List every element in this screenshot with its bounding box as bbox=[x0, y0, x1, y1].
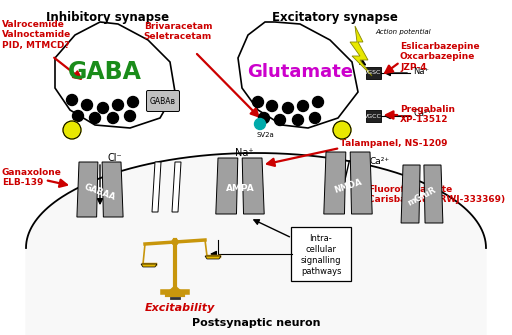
Circle shape bbox=[124, 111, 136, 122]
Text: Talampanel, NS-1209: Talampanel, NS-1209 bbox=[340, 139, 447, 148]
Text: Ganaxolone
ELB-139: Ganaxolone ELB-139 bbox=[2, 168, 62, 187]
FancyBboxPatch shape bbox=[366, 67, 381, 79]
Circle shape bbox=[67, 94, 77, 106]
Polygon shape bbox=[167, 285, 183, 292]
Text: Na⁺: Na⁺ bbox=[413, 67, 429, 75]
Text: signalling: signalling bbox=[301, 256, 342, 265]
Circle shape bbox=[254, 119, 266, 130]
Circle shape bbox=[73, 111, 83, 122]
Text: Cl⁻: Cl⁻ bbox=[108, 153, 123, 163]
Text: Action potential: Action potential bbox=[375, 29, 431, 35]
Text: VGCC: VGCC bbox=[364, 114, 382, 119]
Circle shape bbox=[333, 121, 351, 139]
Text: VGSC: VGSC bbox=[365, 70, 381, 75]
Text: Ca²⁺: Ca²⁺ bbox=[413, 110, 432, 119]
Polygon shape bbox=[152, 162, 161, 212]
Circle shape bbox=[252, 96, 264, 108]
Circle shape bbox=[172, 239, 178, 245]
Text: pathways: pathways bbox=[301, 267, 342, 276]
Text: Brivaracetam
Seletracetam: Brivaracetam Seletracetam bbox=[144, 22, 212, 42]
Circle shape bbox=[259, 113, 269, 124]
Circle shape bbox=[309, 113, 321, 124]
Text: Ca²⁺: Ca²⁺ bbox=[370, 157, 390, 166]
Circle shape bbox=[108, 113, 118, 124]
Polygon shape bbox=[141, 264, 157, 267]
Text: GABA: GABA bbox=[68, 60, 142, 84]
Circle shape bbox=[63, 121, 81, 139]
Circle shape bbox=[81, 99, 93, 111]
Circle shape bbox=[97, 103, 109, 114]
Text: Inhibitory synapse: Inhibitory synapse bbox=[47, 11, 169, 24]
Text: cellular: cellular bbox=[306, 245, 336, 254]
Polygon shape bbox=[242, 158, 264, 214]
Polygon shape bbox=[172, 162, 181, 212]
FancyBboxPatch shape bbox=[146, 90, 180, 112]
Text: GABAΑ: GABAΑ bbox=[83, 183, 117, 202]
Polygon shape bbox=[350, 26, 372, 76]
Circle shape bbox=[113, 99, 123, 111]
Polygon shape bbox=[205, 256, 221, 259]
Text: Postsynaptic neuron: Postsynaptic neuron bbox=[192, 318, 320, 328]
Circle shape bbox=[127, 96, 139, 108]
Polygon shape bbox=[77, 162, 98, 217]
Text: Fluorofelbamate
Carisbamate (RWJ-333369): Fluorofelbamate Carisbamate (RWJ-333369) bbox=[368, 185, 505, 204]
Text: Excitability: Excitability bbox=[145, 303, 215, 313]
Text: Pregabalin
XP-13512: Pregabalin XP-13512 bbox=[400, 105, 455, 124]
Circle shape bbox=[90, 113, 100, 124]
Circle shape bbox=[267, 100, 278, 112]
Text: Na⁺: Na⁺ bbox=[235, 148, 253, 158]
Text: Valrocemide
Valnoctamide
PID, MTMCD?: Valrocemide Valnoctamide PID, MTMCD? bbox=[2, 20, 71, 50]
Circle shape bbox=[283, 103, 293, 114]
Text: mGluR: mGluR bbox=[406, 186, 438, 208]
FancyBboxPatch shape bbox=[366, 110, 381, 122]
Text: Eslicarbazepine
Oxcarbazepine
JZP-4: Eslicarbazepine Oxcarbazepine JZP-4 bbox=[400, 42, 480, 72]
Text: AMPA: AMPA bbox=[226, 184, 254, 193]
Polygon shape bbox=[424, 165, 443, 223]
Text: GABAʙ: GABAʙ bbox=[150, 96, 176, 106]
FancyBboxPatch shape bbox=[291, 227, 351, 281]
Text: Glutamate: Glutamate bbox=[247, 63, 353, 81]
Text: SV2a: SV2a bbox=[256, 132, 274, 138]
Circle shape bbox=[292, 115, 304, 126]
Polygon shape bbox=[350, 152, 372, 214]
Circle shape bbox=[312, 96, 324, 108]
Polygon shape bbox=[102, 162, 123, 217]
Polygon shape bbox=[401, 165, 420, 223]
Text: Intra-: Intra- bbox=[310, 234, 332, 243]
Text: NMDA: NMDA bbox=[333, 177, 363, 195]
Polygon shape bbox=[324, 152, 346, 214]
Polygon shape bbox=[216, 158, 238, 214]
Circle shape bbox=[297, 100, 309, 112]
Circle shape bbox=[274, 115, 286, 126]
Text: Excitatory synapse: Excitatory synapse bbox=[272, 11, 398, 24]
Polygon shape bbox=[26, 153, 486, 335]
